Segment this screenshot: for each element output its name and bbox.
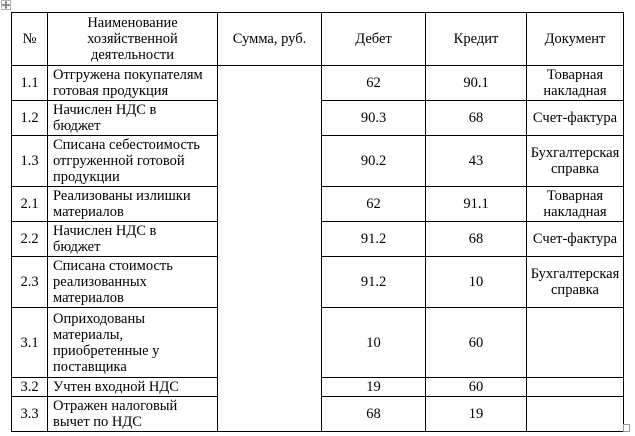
cell-document[interactable] bbox=[526, 307, 624, 378]
cell-number[interactable]: 2.3 bbox=[11, 256, 48, 308]
table-row: 3.3 Отражен налоговый вычет по НДС 68 19 bbox=[11, 396, 624, 432]
cell-debit[interactable]: 10 bbox=[321, 307, 426, 378]
cell-debit[interactable]: 90.2 bbox=[321, 135, 426, 187]
table-row: 3.2 Учтен входной НДС 19 60 bbox=[11, 377, 624, 397]
cell-sum[interactable] bbox=[217, 186, 322, 222]
cell-document[interactable] bbox=[526, 377, 624, 397]
col-header-operation[interactable]: Наименование хозяйственной деятельности bbox=[47, 12, 218, 66]
cell-number[interactable]: 1.1 bbox=[11, 65, 48, 101]
cell-operation[interactable]: Оприходованы материалы, приобретенные у … bbox=[47, 307, 218, 378]
cell-document[interactable]: Бухгалтерская справка bbox=[526, 135, 624, 187]
cell-number[interactable]: 2.2 bbox=[11, 221, 48, 257]
cell-credit[interactable]: 91.1 bbox=[425, 186, 527, 222]
table-row: 1.3 Списана себестоимость отгруженной го… bbox=[11, 135, 624, 187]
col-header-debit[interactable]: Дебет bbox=[321, 12, 426, 66]
cell-credit[interactable]: 68 bbox=[425, 221, 527, 257]
cell-debit[interactable]: 62 bbox=[321, 65, 426, 101]
cell-sum[interactable] bbox=[217, 221, 322, 257]
cell-credit[interactable]: 68 bbox=[425, 100, 527, 136]
cell-operation[interactable]: Реализованы излишки материалов bbox=[47, 186, 218, 222]
cell-document[interactable] bbox=[526, 396, 624, 432]
cell-sum[interactable] bbox=[217, 396, 322, 432]
table-row: 2.1 Реализованы излишки материалов 62 91… bbox=[11, 186, 624, 222]
cell-debit[interactable]: 19 bbox=[321, 377, 426, 397]
col-header-document[interactable]: Документ bbox=[526, 12, 624, 66]
table-row: 2.3 Списана стоимость реализованных мате… bbox=[11, 256, 624, 308]
cell-credit[interactable]: 60 bbox=[425, 307, 527, 378]
cell-credit[interactable]: 10 bbox=[425, 256, 527, 308]
cell-debit[interactable]: 91.2 bbox=[321, 256, 426, 308]
cell-credit[interactable]: 60 bbox=[425, 377, 527, 397]
cell-sum[interactable] bbox=[217, 256, 322, 308]
cell-operation[interactable]: Отражен налоговый вычет по НДС bbox=[47, 396, 218, 432]
cell-operation[interactable]: Начислен НДС в бюджет bbox=[47, 221, 218, 257]
cell-sum[interactable] bbox=[217, 100, 322, 136]
cell-number[interactable]: 2.1 bbox=[11, 186, 48, 222]
accounting-entries-table: № Наименование хозяйственной деятельност… bbox=[11, 12, 624, 432]
cell-sum[interactable] bbox=[217, 65, 322, 101]
cell-document[interactable]: Товарная накладная bbox=[526, 65, 624, 101]
cell-number[interactable]: 3.1 bbox=[11, 307, 48, 378]
table-row: 2.2 Начислен НДС в бюджет 91.2 68 Счет-ф… bbox=[11, 221, 624, 257]
cell-debit[interactable]: 91.2 bbox=[321, 221, 426, 257]
header-row: № Наименование хозяйственной деятельност… bbox=[11, 12, 624, 66]
cell-number[interactable]: 3.3 bbox=[11, 396, 48, 432]
cell-document[interactable]: Счет-фактура bbox=[526, 100, 624, 136]
table-resize-handle[interactable] bbox=[623, 424, 630, 432]
cell-document[interactable]: Товарная накладная bbox=[526, 186, 624, 222]
cell-operation[interactable]: Списана стоимость реализованных материал… bbox=[47, 256, 218, 308]
cell-number[interactable]: 1.2 bbox=[11, 100, 48, 136]
table-row: 1.2 Начислен НДС в бюджет 90.3 68 Счет-ф… bbox=[11, 100, 624, 136]
cell-debit[interactable]: 68 bbox=[321, 396, 426, 432]
cell-credit[interactable]: 90.1 bbox=[425, 65, 527, 101]
cell-number[interactable]: 3.2 bbox=[11, 377, 48, 397]
col-header-sum[interactable]: Сумма, руб. bbox=[217, 12, 322, 66]
cell-operation[interactable]: Отгружена покупателям готовая продукция bbox=[47, 65, 218, 101]
table-row: 3.1 Оприходованы материалы, приобретенны… bbox=[11, 307, 624, 378]
cell-sum[interactable] bbox=[217, 135, 322, 187]
cell-number[interactable]: 1.3 bbox=[11, 135, 48, 187]
col-header-credit[interactable]: Кредит bbox=[425, 12, 527, 66]
cell-document[interactable]: Бухгалтерская справка bbox=[526, 256, 624, 308]
table-move-handle[interactable] bbox=[1, 0, 11, 10]
cell-credit[interactable]: 43 bbox=[425, 135, 527, 187]
cell-operation[interactable]: Списана себестоимость отгруженной готово… bbox=[47, 135, 218, 187]
cell-sum[interactable] bbox=[217, 307, 322, 378]
cell-operation[interactable]: Начислен НДС в бюджет bbox=[47, 100, 218, 136]
cell-credit[interactable]: 19 bbox=[425, 396, 527, 432]
col-header-number[interactable]: № bbox=[11, 12, 48, 66]
table-row: 1.1 Отгружена покупателям готовая продук… bbox=[11, 65, 624, 101]
cell-debit[interactable]: 62 bbox=[321, 186, 426, 222]
cell-debit[interactable]: 90.3 bbox=[321, 100, 426, 136]
cell-document[interactable]: Счет-фактура bbox=[526, 221, 624, 257]
move-arrows-icon bbox=[2, 1, 10, 9]
cell-sum[interactable] bbox=[217, 377, 322, 397]
cell-operation[interactable]: Учтен входной НДС bbox=[47, 377, 218, 397]
